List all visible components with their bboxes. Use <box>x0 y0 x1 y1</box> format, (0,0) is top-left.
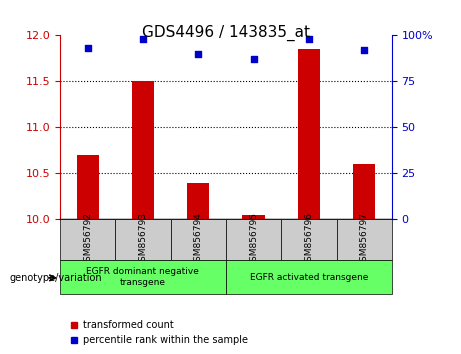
Bar <box>353 164 375 219</box>
Text: EGFR dominant negative
transgene: EGFR dominant negative transgene <box>87 267 199 287</box>
Text: EGFR activated transgene: EGFR activated transgene <box>250 273 368 281</box>
Text: genotype/variation: genotype/variation <box>9 273 102 283</box>
Text: GSM856795: GSM856795 <box>249 212 258 267</box>
Point <box>84 45 91 51</box>
Point <box>139 36 147 42</box>
Text: GDS4496 / 143835_at: GDS4496 / 143835_at <box>142 25 310 41</box>
Text: GSM856792: GSM856792 <box>83 212 92 267</box>
Bar <box>187 183 209 219</box>
Text: GSM856797: GSM856797 <box>360 212 369 267</box>
FancyBboxPatch shape <box>226 219 281 260</box>
Point <box>305 36 313 42</box>
FancyBboxPatch shape <box>337 219 392 260</box>
FancyBboxPatch shape <box>60 219 115 260</box>
Point <box>195 51 202 57</box>
Text: GSM856796: GSM856796 <box>304 212 313 267</box>
Text: GSM856794: GSM856794 <box>194 212 203 267</box>
Legend: transformed count, percentile rank within the sample: transformed count, percentile rank withi… <box>65 316 252 349</box>
FancyBboxPatch shape <box>226 260 392 294</box>
Text: GSM856793: GSM856793 <box>138 212 148 267</box>
Bar <box>77 155 99 219</box>
Bar <box>132 81 154 219</box>
FancyBboxPatch shape <box>60 260 226 294</box>
Point <box>250 57 257 62</box>
Bar <box>242 215 265 219</box>
FancyBboxPatch shape <box>115 219 171 260</box>
Bar <box>298 49 320 219</box>
Point <box>361 47 368 53</box>
FancyBboxPatch shape <box>171 219 226 260</box>
FancyBboxPatch shape <box>281 219 337 260</box>
